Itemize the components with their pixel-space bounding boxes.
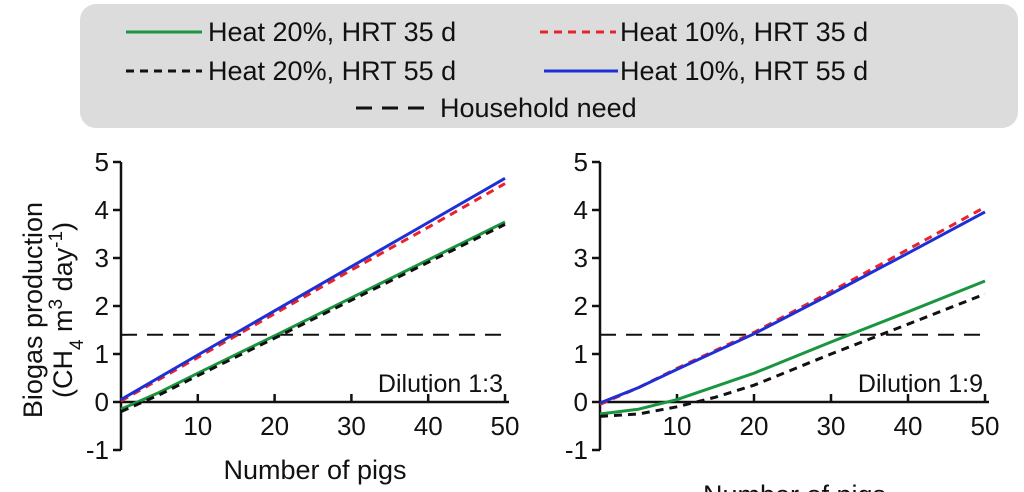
- y-tick-label: 1: [95, 339, 109, 369]
- legend-label-heat10-hrt35: Heat 10%, HRT 35 d: [620, 17, 868, 47]
- y-tick-label: 3: [574, 243, 588, 273]
- x-tick-label: 50: [971, 411, 1000, 441]
- series-line-heat-10-hrt-35-d: [120, 182, 506, 403]
- legend-background: [80, 4, 1018, 128]
- y-tick-label: 3: [95, 243, 109, 273]
- y-axis-title-line2: (CH4 m3 day-1): [46, 222, 88, 398]
- y-tick-label: 5: [95, 147, 109, 177]
- x-tick-label: 10: [183, 411, 212, 441]
- x-tick-label: 10: [663, 411, 692, 441]
- series-line-heat-20-hrt-35-d: [599, 279, 986, 416]
- series-line-heat-20-hrt-35-d: [120, 220, 506, 411]
- panel-label: Dilution 1:9: [858, 370, 983, 398]
- legend-label-heat10-hrt55: Heat 10%, HRT 55 d: [620, 56, 868, 86]
- x-tick-label: 20: [260, 411, 289, 441]
- y-tick-label: -1: [565, 435, 588, 465]
- x-tick-label: 30: [337, 411, 366, 441]
- y-tick-label: 4: [95, 195, 109, 225]
- y-tick-label: 5: [574, 147, 588, 177]
- x-axis-title: Number of pigs: [703, 480, 886, 492]
- y-tick-label: 0: [95, 387, 109, 417]
- y-tick-label: 0: [574, 387, 588, 417]
- series-line-heat-20-hrt-55-d: [599, 292, 986, 418]
- y-tick-label: 2: [574, 291, 588, 321]
- x-tick-label: 40: [894, 411, 923, 441]
- legend-label-heat20-hrt35: Heat 20%, HRT 35 d: [208, 17, 456, 47]
- panel-label: Dilution 1:3: [378, 370, 503, 398]
- chart-panel-dilution-1-9: -1 0 1 2 3 4 5 10 20 30 40 50 Dilution 1:9 Number of …: [565, 147, 1000, 492]
- series-line-heat-20-hrt-55-d: [120, 223, 506, 413]
- series-line-heat-10-hrt-55-d: [120, 176, 506, 401]
- chart-panel-dilution-1-3: -1 0 1 2 3 4 5 10 20 30 40 50 Dilution 1:3 Number of …: [86, 147, 520, 485]
- series-line-heat-10-hrt-55-d: [599, 210, 986, 405]
- legend: Heat 20%, HRT 35 d Heat 10%, HRT 35 d He…: [80, 4, 1018, 128]
- x-tick-label: 50: [491, 411, 520, 441]
- y-axis-title: Biogas production (CH4 m3 day-1): [18, 202, 88, 418]
- x-tick-label: 30: [817, 411, 846, 441]
- legend-label-household-need: Household need: [440, 93, 637, 123]
- y-tick-label: 2: [95, 291, 109, 321]
- x-tick-label: 40: [414, 411, 443, 441]
- y-tick-label: -1: [86, 435, 109, 465]
- x-tick-label: 20: [740, 411, 769, 441]
- y-tick-label: 1: [574, 339, 588, 369]
- y-axis-title-line1: Biogas production: [18, 202, 48, 418]
- legend-label-heat20-hrt55: Heat 20%, HRT 55 d: [208, 56, 456, 86]
- y-tick-label: 4: [574, 195, 588, 225]
- x-axis-title: Number of pigs: [223, 455, 406, 485]
